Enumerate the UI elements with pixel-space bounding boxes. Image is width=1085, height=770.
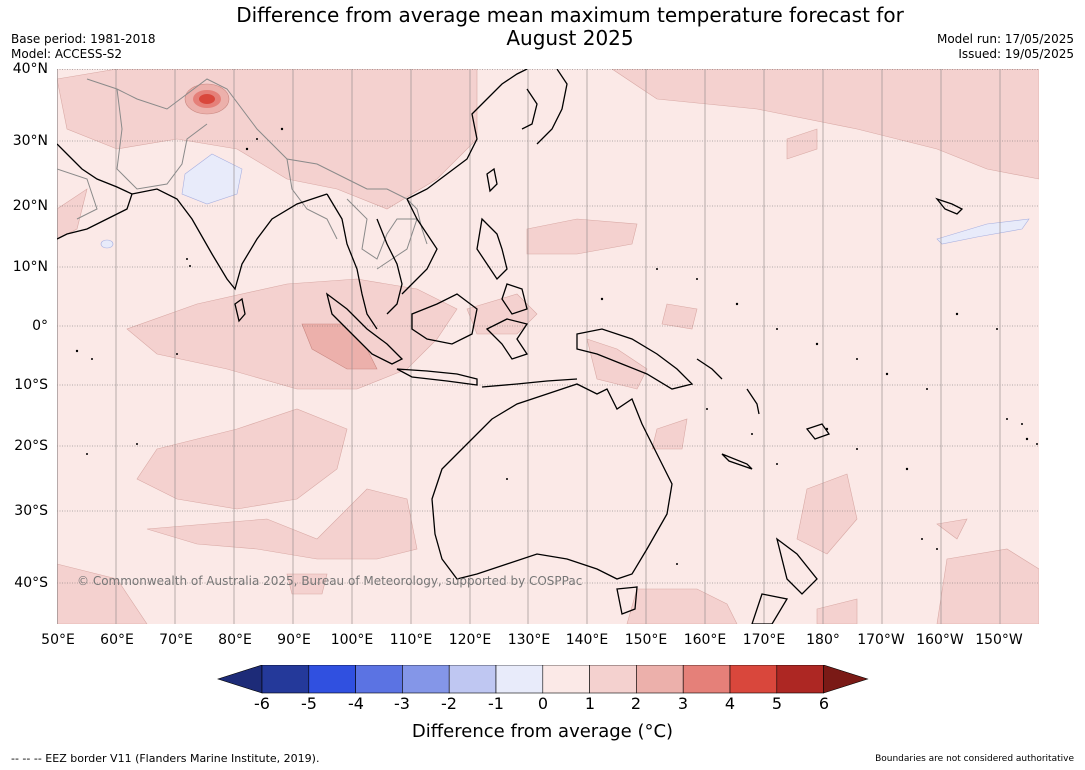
colorbar-tick: 3 — [677, 694, 689, 713]
anomaly-hotspot — [193, 90, 221, 108]
lon-label-120e: 120°E — [448, 632, 492, 648]
colorbar-segment — [495, 665, 544, 694]
colorbar-tick: 1 — [584, 694, 596, 713]
lat-label-30s: 30°S — [14, 503, 48, 519]
colorbar-segment — [261, 665, 310, 694]
boundaries-disclaimer: Boundaries are not considered authoritat… — [875, 754, 1074, 764]
colorbar — [217, 665, 869, 694]
model-run: Model run: 17/05/2025 — [936, 32, 1074, 46]
lon-label-110e: 110°E — [389, 632, 433, 648]
colorbar-tick: -6 — [254, 694, 270, 713]
colorbar-segment — [636, 665, 684, 694]
lat-label-40n: 40°N — [12, 61, 48, 77]
colorbar-segment — [729, 665, 778, 694]
colorbar-under-arrow — [217, 665, 263, 694]
colorbar-segment — [776, 665, 824, 694]
colorbar-tick: 6 — [818, 694, 830, 713]
colorbar-tick: -1 — [488, 694, 504, 713]
lat-label-20s: 20°S — [14, 438, 48, 454]
lon-label-80e: 80°E — [218, 632, 252, 648]
lat-label-30n: 30°N — [12, 133, 48, 149]
lat-label-10s: 10°S — [14, 377, 48, 393]
lat-label-40s: 40°S — [14, 575, 48, 591]
colorbar-segment — [448, 665, 497, 694]
copyright-note: © Commonwealth of Australia 2025, Bureau… — [77, 574, 583, 588]
colorbar-tick: -4 — [348, 694, 364, 713]
lon-label-100e: 100°E — [330, 632, 374, 648]
anomaly-patches-negative — [100, 153, 1030, 249]
lon-label-150w: 150°W — [975, 632, 1023, 648]
lon-label-90e: 90°E — [277, 632, 311, 648]
title-line-1: Difference from average mean maximum tem… — [236, 3, 904, 27]
lon-label-130e: 130°E — [507, 632, 551, 648]
lon-label-150e: 150°E — [624, 632, 668, 648]
colorbar-tick: -5 — [301, 694, 317, 713]
meta-right: Model run: 17/05/2025 Issued: 19/05/2025 — [937, 32, 1074, 62]
eez-border-note: -- -- -- EEZ border V11 (Flanders Marine… — [11, 752, 320, 765]
lon-label-60e: 60°E — [100, 632, 134, 648]
lon-label-70e: 70°E — [159, 632, 193, 648]
colorbar-tick: 0 — [537, 694, 549, 713]
colorbar-segment — [589, 665, 637, 694]
colorbar-segment — [308, 665, 356, 694]
colorbar-over-arrow — [823, 665, 869, 694]
lon-label-170w: 170°W — [857, 632, 905, 648]
colorbar-tick: -2 — [441, 694, 457, 713]
colorbar-segment — [402, 665, 450, 694]
lon-label-160e: 160°E — [683, 632, 727, 648]
colorbar-tick: 4 — [724, 694, 736, 713]
lat-label-10n: 10°N — [12, 259, 48, 275]
base-period: Base period: 1981-2018 — [11, 32, 156, 46]
lon-label-180: 180° — [806, 632, 840, 648]
colorbar-tick: -3 — [394, 694, 410, 713]
issued-date: Issued: 19/05/2025 — [958, 47, 1074, 61]
meta-left: Base period: 1981-2018 Model: ACCESS-S2 — [11, 32, 156, 62]
longitude-lines — [57, 69, 1001, 624]
map-svg — [57, 69, 1039, 624]
colorbar-segment — [542, 665, 590, 694]
map-area — [57, 69, 1039, 624]
small-islands — [75, 127, 1038, 565]
lat-label-20n: 20°N — [12, 198, 48, 214]
latitude-lines — [57, 69, 1039, 584]
colorbar-segment — [355, 665, 403, 694]
colorbar-tick: 5 — [771, 694, 783, 713]
lat-label-0: 0° — [32, 318, 48, 334]
colorbar-label: Difference from average (°C) — [411, 721, 674, 742]
title-line-2: August 2025 — [506, 26, 634, 50]
model-name: Model: ACCESS-S2 — [11, 47, 123, 61]
coastlines — [57, 69, 964, 624]
lon-label-50e: 50°E — [41, 632, 75, 648]
lon-label-140e: 140°E — [565, 632, 609, 648]
lon-label-170e: 170°E — [742, 632, 786, 648]
colorbar-tick: 2 — [630, 694, 642, 713]
colorbar-segment — [682, 665, 731, 694]
country-borders — [57, 78, 428, 270]
map-title: Difference from average mean maximum tem… — [200, 4, 940, 50]
lon-label-160w: 160°W — [916, 632, 964, 648]
